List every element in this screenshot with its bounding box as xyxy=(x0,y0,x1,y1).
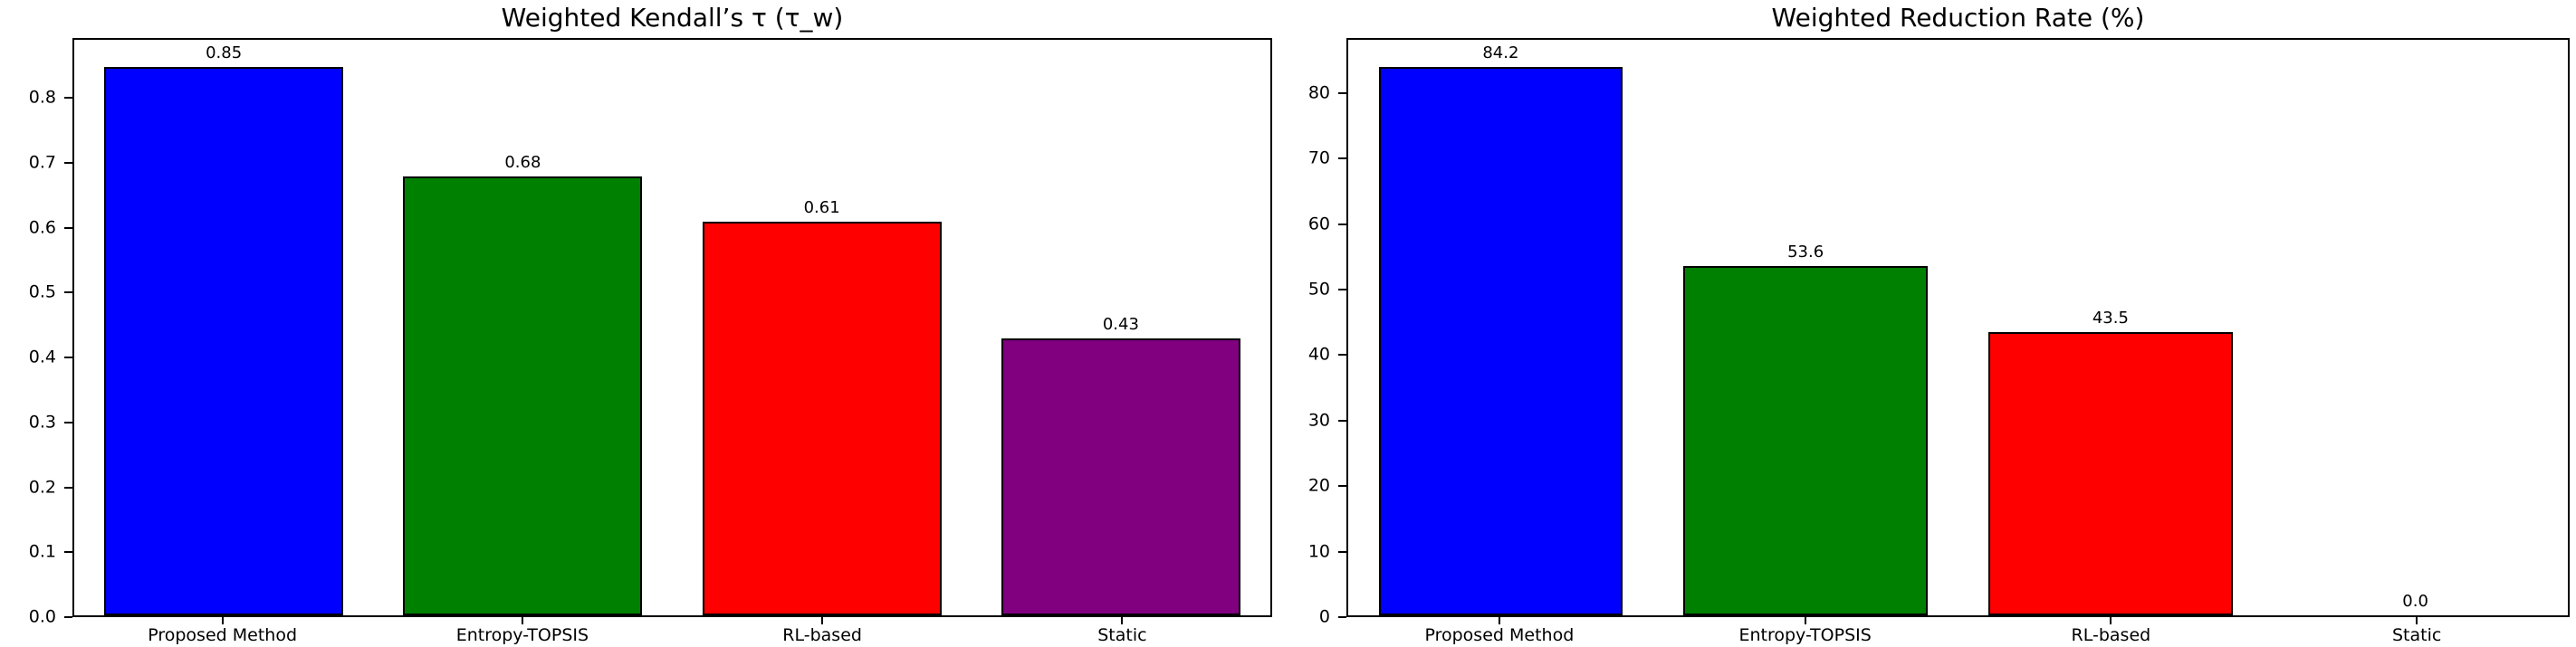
y-tick-label: 10 xyxy=(1307,541,1330,562)
x-tick-label-proposed-method: Proposed Method xyxy=(1424,625,1575,645)
y-tick-label: 0.0 xyxy=(28,606,56,627)
y-tick-mark xyxy=(64,616,72,618)
x-tick-label-entropy-topsis: Entropy-TOPSIS xyxy=(455,625,589,645)
bar-value-label: 43.5 xyxy=(2092,309,2129,328)
y-tick-label: 60 xyxy=(1307,214,1330,234)
y-tick-mark xyxy=(64,551,72,554)
y-tick-label: 0.5 xyxy=(28,281,56,302)
y-tick-mark xyxy=(1338,223,1346,225)
y-tick-mark xyxy=(64,226,72,229)
bar-value-label: 0.68 xyxy=(504,153,541,173)
bar-value-label: 0.43 xyxy=(1102,314,1139,334)
x-axis: Proposed Method Entropy-TOPSIS RL-based Sta… xyxy=(72,617,1272,647)
bar-proposed-method xyxy=(104,67,344,615)
bar-value-label: 0.85 xyxy=(206,43,243,63)
bar-value-label: 0.0 xyxy=(2402,592,2428,611)
chart-title: Weighted Kendall’s τ (τ_w) xyxy=(501,3,844,33)
y-tick-label: 30 xyxy=(1307,410,1330,431)
x-tick-mark xyxy=(1498,617,1500,624)
y-tick-mark xyxy=(64,291,72,294)
y-tick-label: 0.6 xyxy=(28,217,56,238)
y-tick-label: 0.1 xyxy=(28,541,56,562)
y-tick-mark xyxy=(1338,354,1346,357)
y-tick-label: 50 xyxy=(1307,279,1330,300)
y-tick-mark xyxy=(1338,157,1346,160)
bar-entropy-topsis xyxy=(403,176,643,615)
y-axis: 0.0 0.1 0.2 0.3 0.4 0.5 0.6 0.7 0.8 xyxy=(0,38,72,625)
plot-area: 0.85 0.68 0.61 0.43 xyxy=(72,38,1272,617)
y-tick-label: 0.8 xyxy=(28,87,56,108)
x-tick-label-static: Static xyxy=(2391,625,2442,645)
bar-value-label: 53.6 xyxy=(1787,243,1824,262)
x-tick-label-proposed-method: Proposed Method xyxy=(148,625,298,645)
x-tick-mark xyxy=(821,617,824,624)
chart-title: Weighted Reduction Rate (%) xyxy=(1771,3,2145,33)
x-tick-mark xyxy=(2110,617,2112,624)
y-tick-label: 20 xyxy=(1307,475,1330,496)
y-tick-mark xyxy=(64,357,72,359)
y-tick-mark xyxy=(64,486,72,489)
y-tick-label: 0.4 xyxy=(28,347,56,367)
y-tick-mark xyxy=(64,97,72,100)
y-tick-mark xyxy=(1338,616,1346,618)
y-tick-label: 80 xyxy=(1307,82,1330,103)
y-tick-mark xyxy=(64,421,72,423)
y-tick-mark xyxy=(1338,91,1346,94)
bar-value-label: 84.2 xyxy=(1482,43,1519,63)
plot-area: 84.2 53.6 43.5 0.0 xyxy=(1346,38,2570,617)
reduction-rate-chart: Weighted Reduction Rate (%) 0 10 20 30 40 50 6… xyxy=(1298,0,2576,647)
y-axis: 0 10 20 30 40 50 60 70 80 xyxy=(1298,38,1346,625)
bar-rl-based xyxy=(702,222,942,615)
y-tick-label: 0.3 xyxy=(28,412,56,433)
y-tick-mark xyxy=(1338,289,1346,291)
bar-rl-based xyxy=(1988,332,2233,615)
y-tick-label: 0.2 xyxy=(28,477,56,498)
y-tick-mark xyxy=(1338,419,1346,422)
kendall-tau-chart: Weighted Kendall’s τ (τ_w) 0.0 0.1 0.2 0.3 0… xyxy=(0,0,1280,647)
y-tick-label: 70 xyxy=(1307,147,1330,168)
x-tick-label-rl-based: RL-based xyxy=(782,625,862,645)
y-tick-label: 0 xyxy=(1318,606,1330,627)
y-tick-label: 40 xyxy=(1307,344,1330,365)
x-axis: Proposed Method Entropy-TOPSIS RL-based Sta… xyxy=(1346,617,2570,647)
x-tick-label-rl-based: RL-based xyxy=(2071,625,2151,645)
y-tick-mark xyxy=(64,162,72,165)
bar-proposed-method xyxy=(1378,67,1623,615)
x-tick-mark xyxy=(1804,617,1806,624)
x-tick-mark xyxy=(1121,617,1124,624)
x-tick-mark xyxy=(2416,617,2418,624)
bar-static xyxy=(1001,338,1240,615)
y-tick-mark xyxy=(1338,485,1346,488)
x-tick-mark xyxy=(221,617,224,624)
bar-entropy-topsis xyxy=(1683,266,1928,615)
x-tick-label-entropy-topsis: Entropy-TOPSIS xyxy=(1738,625,1872,645)
bar-value-label: 0.61 xyxy=(803,198,840,218)
x-tick-label-static: Static xyxy=(1097,625,1147,645)
x-tick-mark xyxy=(521,617,523,624)
y-tick-label: 0.7 xyxy=(28,152,56,173)
y-tick-mark xyxy=(1338,550,1346,553)
